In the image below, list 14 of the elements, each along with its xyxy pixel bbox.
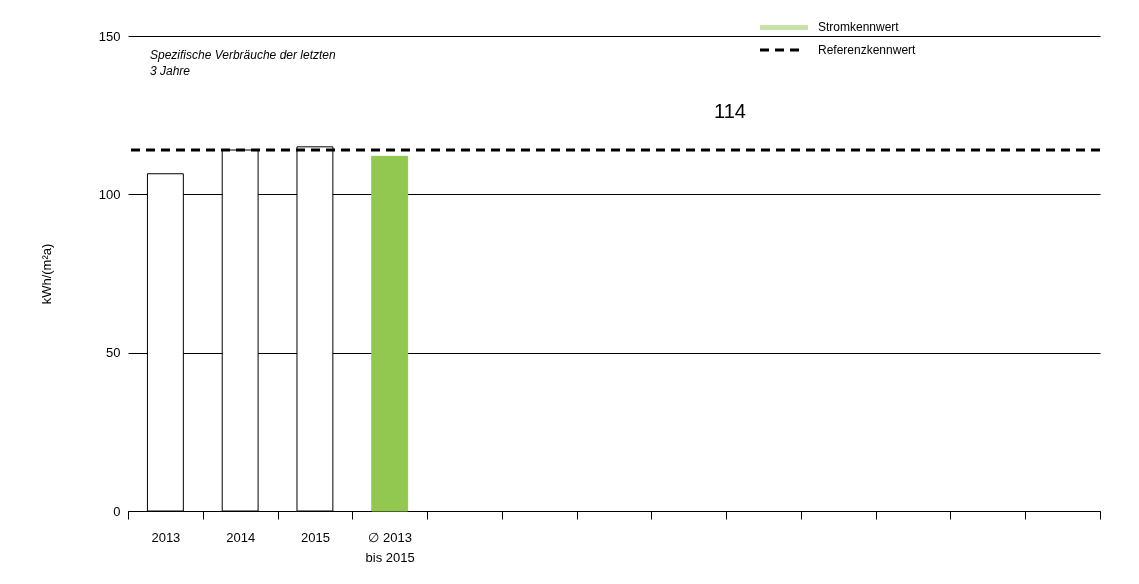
y-tick-label: 50 xyxy=(106,345,121,361)
y-tick-label: 0 xyxy=(113,503,121,519)
x-tick-label: 2014 xyxy=(226,529,256,545)
legend-label: Stromkennwert xyxy=(818,20,900,34)
legend-label: Referenzkennwert xyxy=(818,43,917,57)
y-tick-label: 100 xyxy=(98,186,121,202)
annotation: 114 xyxy=(714,100,746,122)
y-tick-label: 150 xyxy=(98,28,121,44)
y-axis-title: kWh/(m²a) xyxy=(38,243,54,305)
bar xyxy=(371,155,409,512)
x-tick-label: ∅ 2013 bis 2015 xyxy=(365,529,415,565)
x-tick-label: 2013 xyxy=(151,529,181,545)
x-tick-label: 2015 xyxy=(300,529,330,545)
annotation: Spezifische Verbräuche der letzten 3 Jahre xyxy=(150,48,336,78)
